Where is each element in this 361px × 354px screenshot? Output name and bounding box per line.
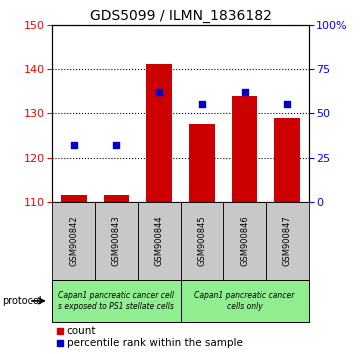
- Text: GSM900844: GSM900844: [155, 215, 164, 266]
- Point: [113, 142, 119, 148]
- Text: GDS5099 / ILMN_1836182: GDS5099 / ILMN_1836182: [90, 9, 271, 23]
- Text: Capan1 pancreatic cancer
cells only: Capan1 pancreatic cancer cells only: [194, 291, 295, 310]
- Text: GSM900846: GSM900846: [240, 215, 249, 266]
- Bar: [104, 195, 129, 202]
- Text: Capan1 pancreatic cancer cell
s exposed to PS1 stellate cells: Capan1 pancreatic cancer cell s exposed …: [58, 291, 174, 310]
- Bar: [274, 118, 300, 202]
- Point: [71, 142, 77, 148]
- Bar: [61, 195, 87, 202]
- Point: [156, 89, 162, 95]
- Bar: [146, 64, 172, 202]
- Point: [242, 89, 247, 95]
- Text: GSM900842: GSM900842: [69, 215, 78, 266]
- Text: protocol: protocol: [2, 296, 42, 306]
- Point: [199, 102, 205, 107]
- Text: GSM900843: GSM900843: [112, 215, 121, 266]
- Bar: [232, 96, 257, 202]
- Point: [284, 102, 290, 107]
- Text: GSM900847: GSM900847: [283, 215, 292, 266]
- Text: GSM900845: GSM900845: [197, 215, 206, 266]
- Text: percentile rank within the sample: percentile rank within the sample: [67, 338, 243, 348]
- Text: count: count: [67, 326, 96, 336]
- Bar: [189, 124, 215, 202]
